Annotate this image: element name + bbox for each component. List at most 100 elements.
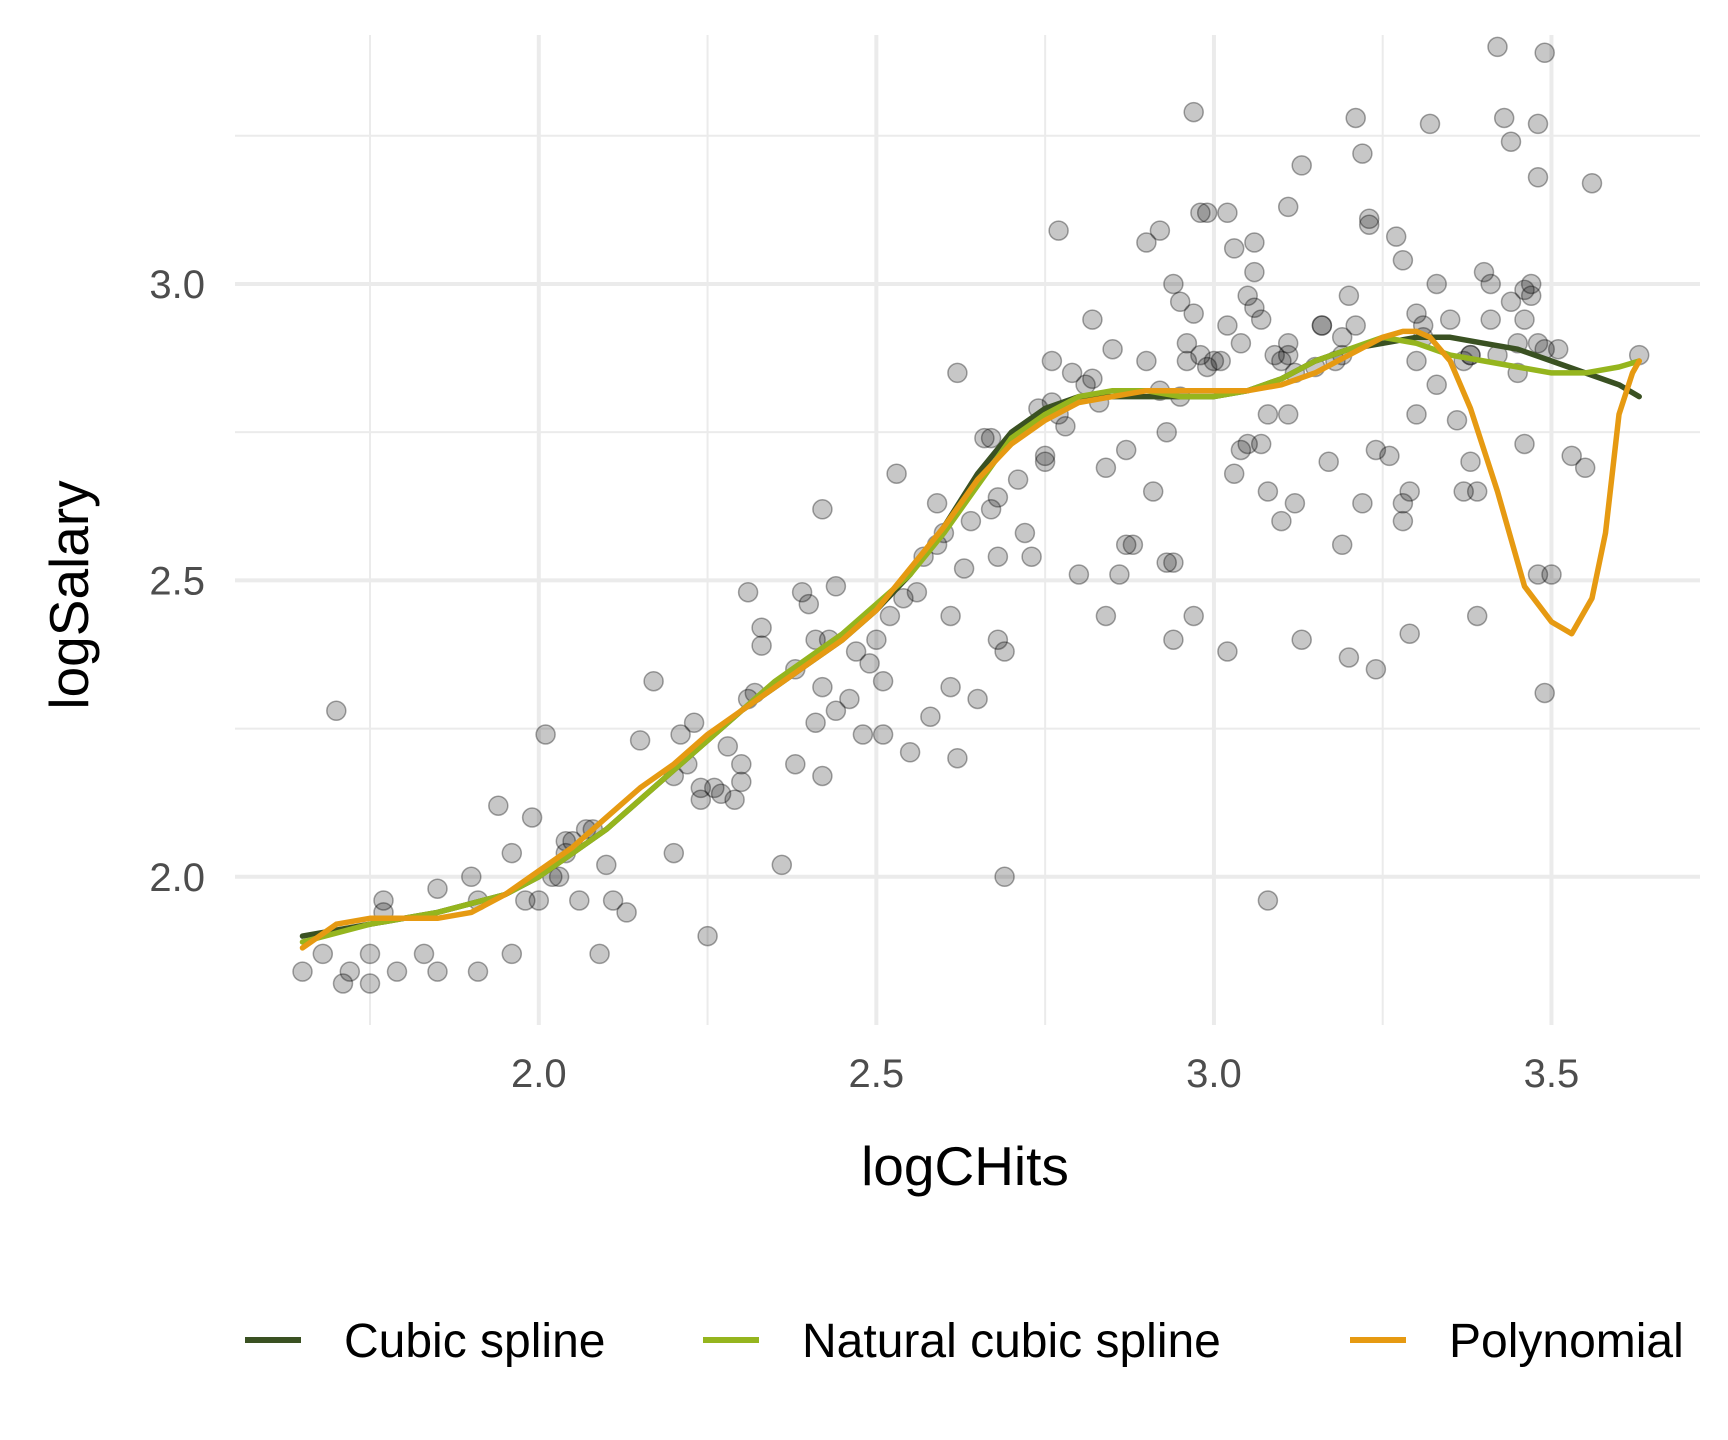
x-tick-label: 3.5: [1524, 1052, 1580, 1096]
data-point: [852, 724, 874, 745]
data-point: [1176, 333, 1198, 354]
data-point: [1574, 457, 1596, 479]
data-point: [697, 925, 718, 947]
data-point: [1581, 172, 1603, 194]
data-point: [812, 765, 833, 787]
data-point: [1392, 510, 1414, 532]
data-point: [528, 890, 550, 911]
data-point: [427, 961, 448, 982]
data-point: [812, 676, 833, 698]
data-point: [899, 742, 921, 763]
data-point: [1541, 564, 1562, 585]
data-point: [1291, 629, 1312, 650]
data-point: [1163, 273, 1184, 295]
data-point: [1196, 356, 1218, 378]
data-point: [1514, 309, 1535, 330]
data-point: [724, 789, 745, 810]
data-point: [1527, 564, 1549, 585]
data-point: [1176, 350, 1198, 372]
data-point: [1473, 261, 1495, 283]
data-point: [1034, 451, 1056, 473]
data-point: [1514, 279, 1535, 301]
data-point: [515, 890, 536, 911]
data-point: [1196, 202, 1218, 224]
data-point: [1068, 564, 1090, 585]
data-point: [1331, 534, 1353, 556]
y-axis-title: logSalary: [38, 480, 100, 710]
y-tick-label: 3.0: [149, 263, 205, 307]
data-point: [1169, 291, 1191, 313]
data-point: [1055, 416, 1076, 437]
data-point: [1082, 309, 1103, 330]
legend-label: Polynomial: [1449, 1315, 1684, 1368]
data-point: [785, 753, 806, 775]
data-point: [1183, 605, 1204, 627]
data-point: [771, 854, 793, 876]
data-point: [987, 546, 1009, 567]
data-point: [1514, 433, 1535, 455]
data-point: [1109, 564, 1130, 585]
data-point: [359, 943, 381, 965]
data-point: [1264, 344, 1285, 366]
data-point: [683, 712, 705, 733]
fit-lines: [299, 328, 1642, 951]
data-point: [1277, 333, 1299, 354]
data-point: [326, 700, 347, 722]
data-point: [569, 890, 590, 911]
data-point: [1230, 333, 1252, 354]
data-point: [731, 771, 752, 793]
data-point: [1136, 350, 1157, 372]
data-point: [1095, 457, 1117, 479]
data-point: [589, 943, 610, 965]
data-point: [1460, 451, 1481, 473]
data-point: [1136, 232, 1157, 253]
data-point: [1365, 439, 1387, 461]
data-point: [791, 581, 813, 603]
data-point: [1500, 131, 1522, 152]
data-point: [1406, 404, 1427, 425]
data-point: [1257, 481, 1279, 502]
grid-lines: [235, 35, 1700, 1025]
data-point: [879, 605, 901, 627]
data-point: [1048, 220, 1069, 241]
data-point: [413, 943, 435, 965]
data-point: [1358, 214, 1380, 235]
data-point: [359, 973, 381, 994]
data-point: [1102, 338, 1123, 360]
data-point: [1244, 261, 1265, 283]
data-point: [670, 724, 691, 745]
data-point: [994, 641, 1015, 662]
data-point: [1379, 445, 1400, 467]
data-point: [1365, 659, 1387, 680]
data-point: [1223, 463, 1245, 484]
data-point: [596, 854, 617, 876]
data-point: [1210, 350, 1231, 372]
data-point: [1223, 238, 1245, 259]
data-point: [953, 558, 975, 579]
data-point: [1237, 285, 1258, 307]
legend-label: Natural cubic spline: [802, 1315, 1221, 1368]
data-point: [960, 510, 982, 532]
data-point: [1406, 350, 1427, 372]
data-point: [1547, 338, 1569, 360]
data-point: [710, 783, 732, 805]
data-point: [535, 724, 556, 745]
legend-item-natural-cubic-spline: Natural cubic spline: [703, 1315, 1221, 1368]
data-point: [1480, 273, 1501, 295]
data-point: [332, 973, 354, 994]
data-point: [994, 866, 1015, 888]
data-point: [1190, 202, 1211, 224]
data-point: [1183, 101, 1204, 123]
data-point: [1352, 143, 1373, 164]
data-point: [1277, 404, 1299, 425]
x-tick-labels: 2.0 2.5 3.0 3.5: [511, 1052, 1579, 1096]
data-point: [1021, 546, 1042, 567]
data-point: [386, 961, 408, 982]
legend-label: Cubic spline: [344, 1315, 605, 1368]
data-point: [704, 777, 725, 799]
data-point: [616, 902, 637, 923]
data-point: [751, 635, 772, 656]
data-point: [1257, 890, 1279, 911]
y-tick-label: 2.0: [149, 856, 205, 900]
data-point: [859, 653, 880, 674]
